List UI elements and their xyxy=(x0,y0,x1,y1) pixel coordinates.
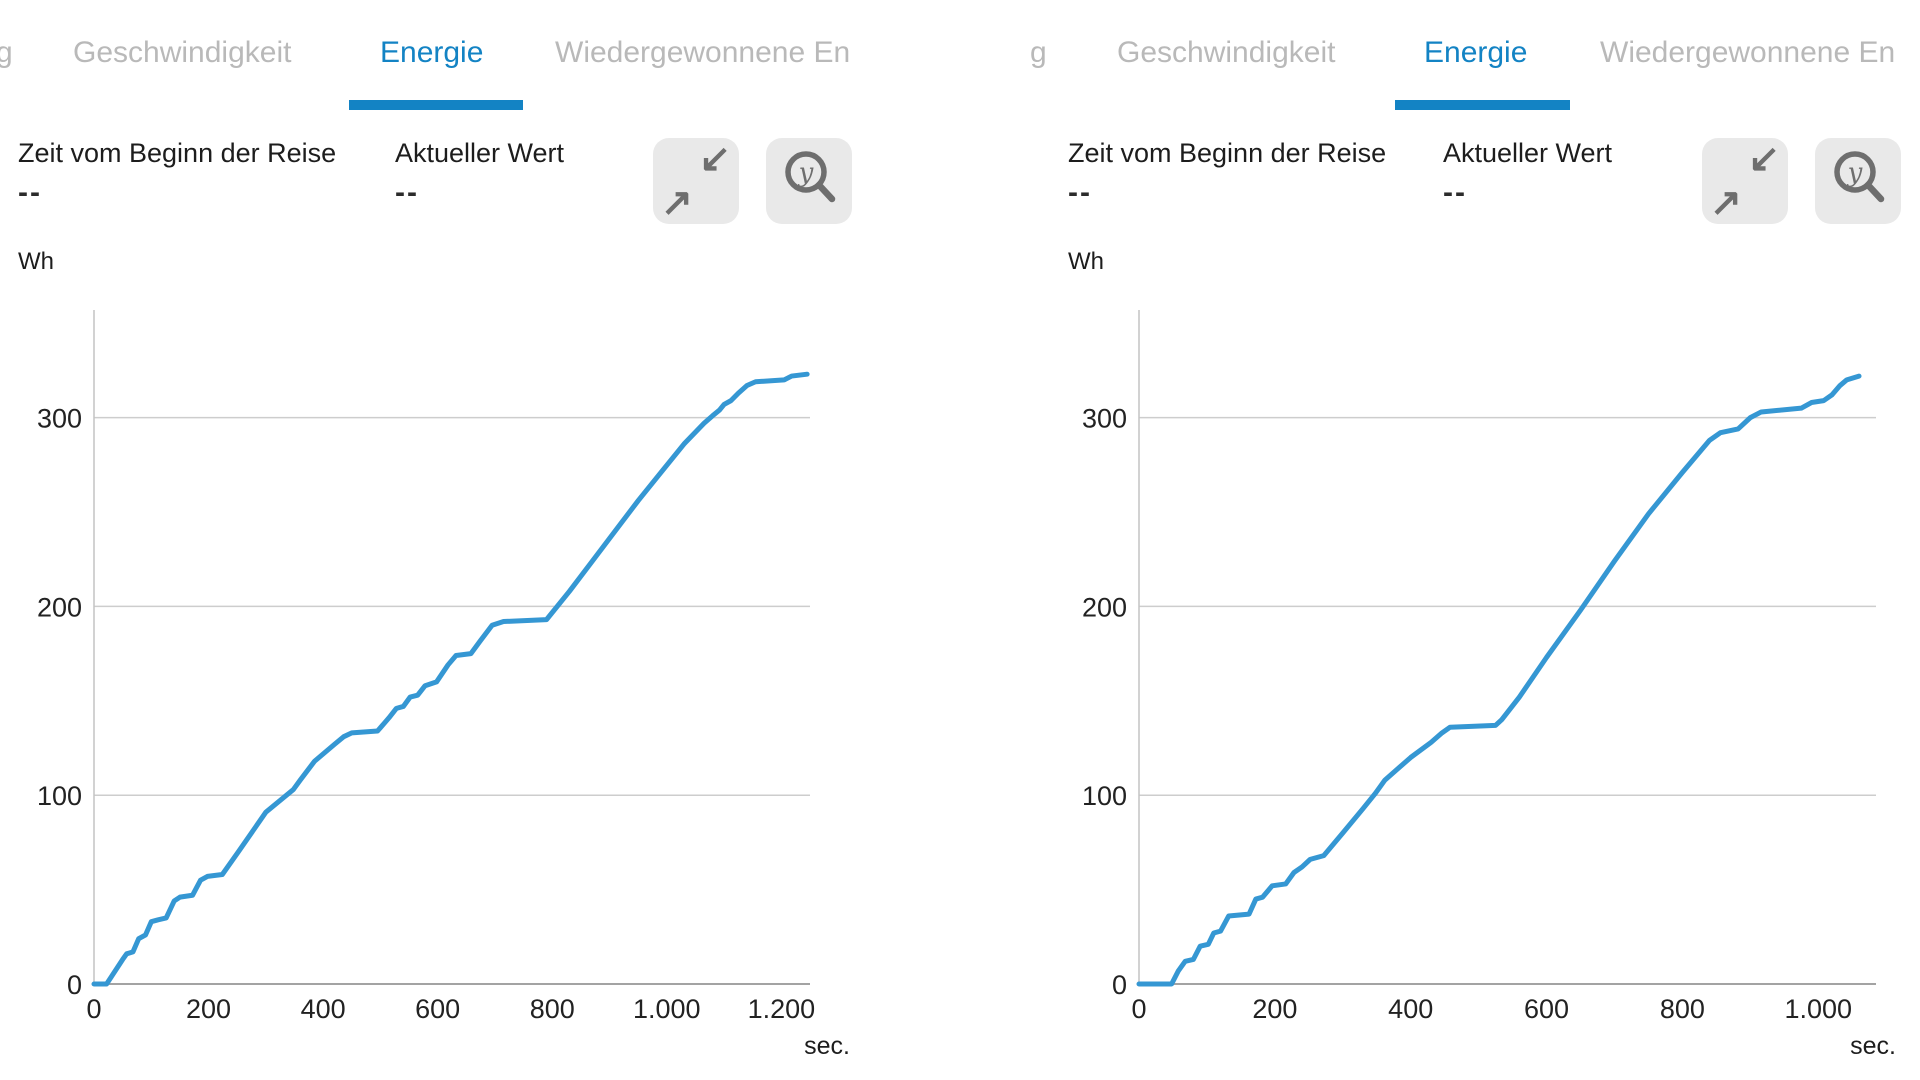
tab-geschwindigkeit[interactable]: Geschwindigkeit xyxy=(1117,36,1336,69)
svg-text:300: 300 xyxy=(1082,404,1127,434)
tab-energie[interactable]: Energie xyxy=(380,36,484,69)
y-zoom-button[interactable]: y xyxy=(1815,138,1901,224)
current-value-label: Aktueller Wert xyxy=(395,138,565,168)
trip-time-label: Zeit vom Beginn der Reise xyxy=(18,138,337,168)
collapse-icon: ↙ xyxy=(1748,138,1780,180)
trip-time-value: -- xyxy=(1068,176,1092,209)
tab-cutoff-left[interactable]: g xyxy=(1030,36,1047,69)
x-axis-unit: sec. xyxy=(1850,1032,1896,1060)
svg-text:0: 0 xyxy=(1112,970,1127,1000)
active-tab-underline xyxy=(349,100,523,110)
panel-right: g Geschwindigkeit Energie Wiedergewonnen… xyxy=(1016,0,1920,1080)
tab-wiedergewonnene-energie[interactable]: Wiedergewonnene En xyxy=(555,36,851,69)
svg-text:y: y xyxy=(1847,158,1863,188)
svg-text:1.200: 1.200 xyxy=(748,994,816,1024)
y-axis-unit: Wh xyxy=(1068,248,1104,275)
x-axis-unit: sec. xyxy=(804,1032,850,1060)
svg-text:400: 400 xyxy=(301,994,346,1024)
svg-text:300: 300 xyxy=(37,404,82,434)
svg-text:600: 600 xyxy=(415,994,460,1024)
tab-cutoff-left[interactable]: g xyxy=(0,36,13,69)
svg-text:1.000: 1.000 xyxy=(633,994,701,1024)
svg-text:600: 600 xyxy=(1524,994,1569,1024)
tab-wiedergewonnene-energie[interactable]: Wiedergewonnene En xyxy=(1600,36,1896,69)
energy-line-chart: 0 100 200 300 0 200 400 600 800 1.000 xyxy=(1082,310,1876,1024)
svg-text:100: 100 xyxy=(1082,781,1127,811)
current-value-value: -- xyxy=(395,176,419,209)
collapse-icon: ↙ xyxy=(699,138,731,180)
svg-text:y: y xyxy=(798,158,814,188)
current-value-value: -- xyxy=(1443,176,1467,209)
current-value-label: Aktueller Wert xyxy=(1443,138,1613,168)
svg-text:100: 100 xyxy=(37,781,82,811)
y-axis-unit: Wh xyxy=(18,248,54,275)
collapse-icon: ↗ xyxy=(1710,182,1742,224)
collapse-button[interactable]: ↙ ↗ xyxy=(1702,138,1788,224)
magnifier-y-icon: y xyxy=(785,151,836,203)
svg-text:400: 400 xyxy=(1388,994,1433,1024)
svg-text:200: 200 xyxy=(37,592,82,622)
svg-text:1.000: 1.000 xyxy=(1784,994,1852,1024)
svg-text:800: 800 xyxy=(530,994,575,1024)
panel-left: g Geschwindigkeit Energie Wiedergewonnen… xyxy=(0,0,931,1080)
svg-text:200: 200 xyxy=(186,994,231,1024)
collapse-icon: ↗ xyxy=(661,182,693,224)
svg-text:200: 200 xyxy=(1082,592,1127,622)
magnifier-y-icon: y xyxy=(1834,151,1885,203)
trip-time-value: -- xyxy=(18,176,42,209)
svg-text:800: 800 xyxy=(1660,994,1705,1024)
svg-text:200: 200 xyxy=(1252,994,1297,1024)
svg-text:0: 0 xyxy=(86,994,101,1024)
energy-line-chart: 0 100 200 300 0 200 400 600 800 1.000 1.200 xyxy=(37,310,816,1024)
svg-text:0: 0 xyxy=(67,970,82,1000)
active-tab-underline xyxy=(1395,100,1570,110)
y-zoom-button[interactable]: y xyxy=(766,138,852,224)
collapse-button[interactable]: ↙ ↗ xyxy=(653,138,739,224)
trip-time-label: Zeit vom Beginn der Reise xyxy=(1068,138,1387,168)
svg-text:0: 0 xyxy=(1131,994,1146,1024)
tab-geschwindigkeit[interactable]: Geschwindigkeit xyxy=(73,36,292,69)
tab-energie[interactable]: Energie xyxy=(1424,36,1528,69)
